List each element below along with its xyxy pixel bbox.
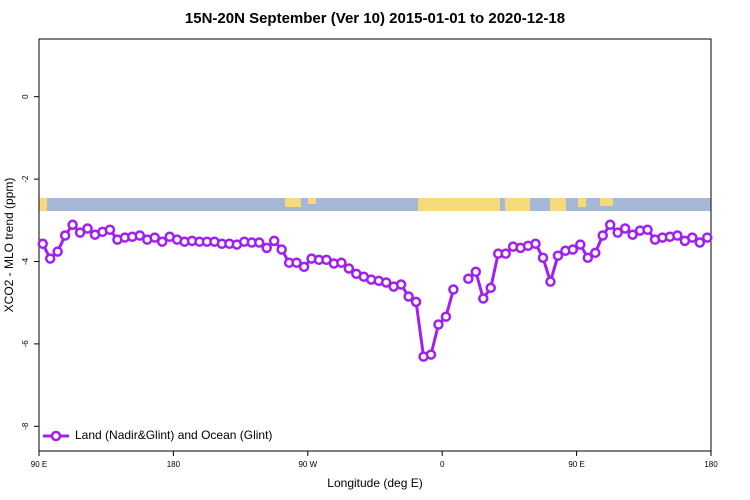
data-point bbox=[276, 244, 287, 255]
data-point bbox=[403, 291, 414, 302]
data-point bbox=[612, 227, 623, 238]
y-axis-label: XCO2 - MLO trend (ppm) bbox=[2, 178, 16, 313]
data-point bbox=[254, 237, 265, 248]
data-point bbox=[37, 238, 48, 250]
data-point bbox=[530, 238, 541, 250]
legend-label: Land (Nadir&Glint) and Ocean (Glint) bbox=[75, 428, 272, 442]
data-point bbox=[67, 219, 78, 231]
y-tick-label: -6 bbox=[21, 340, 30, 348]
data-point bbox=[567, 244, 579, 255]
data-point bbox=[433, 319, 444, 330]
x-tick-label: 0 bbox=[440, 460, 445, 469]
x-tick-label: 90 E bbox=[568, 460, 584, 469]
data-point bbox=[500, 248, 511, 259]
data-point bbox=[687, 232, 698, 243]
data-point bbox=[694, 237, 706, 248]
y-tick-label: -4 bbox=[21, 257, 30, 265]
legend-marker bbox=[50, 430, 62, 442]
data-point bbox=[44, 253, 56, 264]
map-strip bbox=[39, 198, 711, 211]
data-point bbox=[582, 252, 594, 264]
data-point bbox=[448, 284, 459, 295]
data-point bbox=[485, 282, 496, 294]
x-tick-label: 180 bbox=[704, 460, 718, 469]
data-point bbox=[440, 311, 452, 322]
data-point bbox=[343, 263, 355, 274]
data-point bbox=[642, 224, 653, 236]
data-point bbox=[470, 266, 482, 278]
data-point bbox=[395, 279, 407, 290]
data-point bbox=[82, 223, 93, 234]
x-tick-label: 90 W bbox=[298, 460, 317, 469]
data-point bbox=[134, 230, 146, 241]
data-point bbox=[336, 257, 347, 268]
data-point bbox=[604, 219, 616, 231]
data-point bbox=[627, 229, 638, 240]
data-point bbox=[104, 224, 116, 236]
y-tick-label: -8 bbox=[21, 422, 30, 430]
plot-frame bbox=[38, 38, 712, 452]
data-point bbox=[410, 296, 422, 308]
x-axis-label: Longitude (deg E) bbox=[327, 476, 422, 490]
data-point bbox=[291, 257, 302, 268]
data-point bbox=[59, 230, 71, 241]
data-point bbox=[52, 246, 63, 257]
data-point bbox=[597, 230, 608, 241]
data-point bbox=[463, 273, 474, 285]
data-point bbox=[619, 223, 631, 234]
chart-title: 15N-20N September (Ver 10) 2015-01-01 to… bbox=[185, 10, 565, 27]
data-point bbox=[478, 293, 489, 304]
data-point bbox=[149, 232, 160, 243]
x-tick-label: 180 bbox=[167, 460, 181, 469]
data-point bbox=[575, 239, 586, 250]
data-point bbox=[268, 235, 280, 247]
y-tick-label: -2 bbox=[21, 175, 30, 183]
data-point bbox=[156, 236, 168, 247]
data-point bbox=[537, 252, 549, 264]
data-point bbox=[590, 247, 601, 259]
data-point bbox=[261, 242, 272, 254]
data-point bbox=[545, 276, 556, 287]
data-point bbox=[380, 277, 392, 288]
data-point bbox=[702, 232, 713, 243]
x-tick-label: 90 E bbox=[31, 460, 47, 469]
data-point bbox=[425, 349, 437, 360]
y-tick-label: 0 bbox=[21, 94, 30, 99]
data-point bbox=[552, 250, 564, 261]
data-point bbox=[672, 230, 683, 241]
data-point bbox=[74, 227, 86, 238]
data-point bbox=[298, 261, 310, 273]
